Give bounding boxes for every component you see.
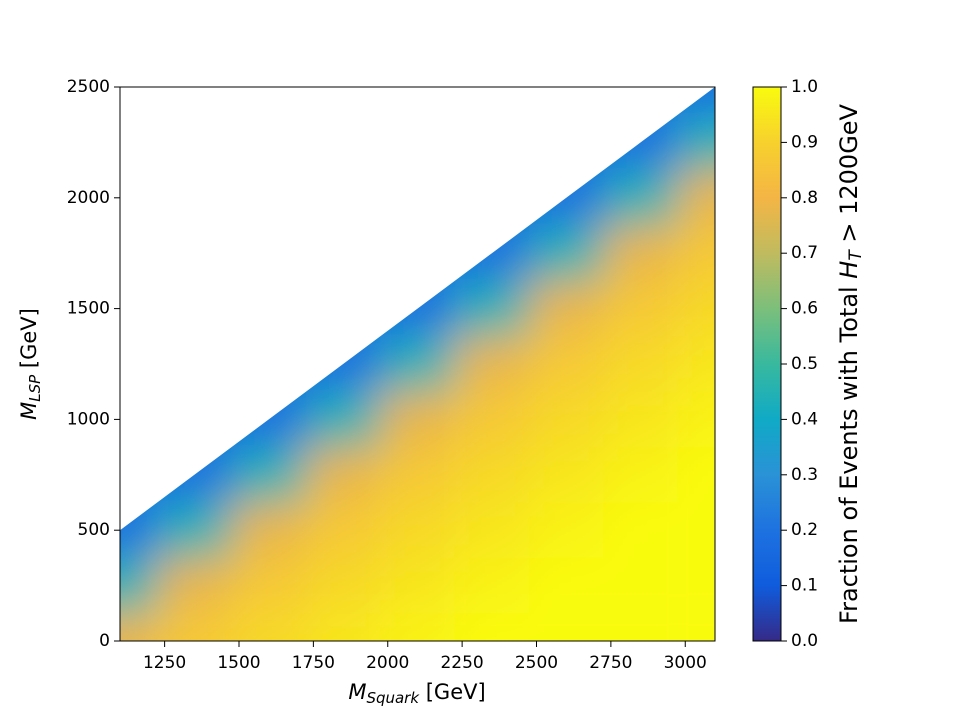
x-tick-label: 2500	[515, 653, 558, 673]
heat-cell	[157, 336, 232, 503]
heat-cell	[529, 502, 604, 558]
heat-cell	[380, 447, 455, 503]
heat-cell	[120, 613, 158, 641]
x-tick-label: 2750	[589, 653, 632, 673]
y-tick-label: 0	[99, 631, 110, 651]
heat-cell	[529, 225, 604, 281]
heat-cell	[529, 391, 604, 448]
heat-cell	[677, 170, 715, 226]
heat-cell	[231, 280, 306, 448]
heat-cell	[603, 502, 678, 558]
heat-cell	[231, 502, 306, 558]
colorbar-tick-label: 0.3	[791, 465, 818, 485]
heat-cell	[529, 447, 604, 503]
heat-cell	[380, 502, 455, 558]
heat-cell	[305, 391, 381, 448]
colorbar-tick-label: 0.1	[791, 576, 818, 596]
plot-frame	[119, 86, 716, 642]
heat-cell	[231, 613, 306, 641]
y-tick-label: 1000	[67, 409, 110, 429]
x-tick-label: 1250	[143, 653, 186, 673]
heat-cell	[157, 613, 232, 641]
heat-cell	[677, 225, 715, 281]
heat-cell	[603, 280, 678, 337]
colorbar-tick-label: 0.2	[791, 520, 818, 540]
colorbar-label: Fraction of Events with Total HT > 1200G…	[835, 103, 866, 624]
heat-cell	[305, 447, 381, 503]
heat-cell	[305, 613, 381, 641]
heat-cell	[454, 447, 530, 503]
heat-cell	[380, 391, 455, 448]
heat-cell	[677, 447, 715, 503]
heat-cell	[603, 613, 678, 641]
y-tick-label: 2000	[67, 188, 110, 208]
heat-cell	[380, 336, 455, 392]
heat-cell	[454, 336, 530, 392]
colorbar-tick-label: 0.8	[791, 188, 818, 208]
heat-cell	[529, 613, 604, 641]
x-tick-label: 2250	[440, 653, 483, 673]
colorbar-tick-label: 0.9	[791, 132, 818, 152]
heat-cell	[603, 557, 678, 614]
heat-cell	[603, 170, 678, 226]
heat-cell	[529, 336, 604, 392]
heat-cell	[305, 502, 381, 558]
heat-cell	[454, 557, 530, 614]
colorbar-tick-label: 0.4	[791, 409, 818, 429]
y-tick-label: 1500	[67, 299, 110, 319]
heat-cell	[380, 613, 455, 641]
colorbar-tick-label: 0.7	[791, 243, 818, 263]
colorbar-tick-label: 0.6	[791, 299, 818, 319]
heat-cell	[454, 613, 530, 641]
heat-cell	[157, 557, 232, 614]
heat-cell	[677, 336, 715, 392]
x-axis-label: MSquark [GeV]	[348, 680, 485, 707]
heat-cell	[454, 391, 530, 448]
heat-cell	[231, 447, 306, 503]
heat-cell	[529, 87, 604, 226]
heat-cell	[529, 280, 604, 337]
heat-cell	[120, 557, 158, 614]
heat-cell	[677, 391, 715, 448]
y-tick-label: 2500	[67, 77, 110, 97]
heat-cell	[454, 114, 530, 281]
heat-cell	[305, 557, 381, 614]
heat-cell	[380, 557, 455, 614]
heat-cell	[677, 114, 715, 171]
x-tick-label: 1750	[292, 653, 335, 673]
heat-cell	[677, 502, 715, 558]
heat-cell	[603, 391, 678, 448]
colorbar	[752, 86, 782, 642]
colorbar-tick-label: 1.0	[791, 77, 818, 97]
heat-cell	[677, 557, 715, 614]
heat-cell	[603, 336, 678, 392]
heat-cell	[157, 502, 232, 558]
heat-cell	[677, 280, 715, 337]
x-tick-label: 2000	[366, 653, 409, 673]
x-tick-label: 3000	[664, 653, 707, 673]
heat-cell	[454, 280, 530, 337]
y-axis-label: MLSP [GeV]	[17, 308, 44, 420]
heat-cell	[603, 225, 678, 281]
x-tick-label: 1500	[217, 653, 260, 673]
heat-cell	[305, 225, 381, 392]
heat-cell	[677, 613, 715, 641]
heat-cell	[380, 170, 455, 337]
colorbar-tick-label: 0.5	[791, 354, 818, 374]
heat-cell	[603, 447, 678, 503]
y-tick-label: 500	[78, 520, 110, 540]
colorbar-tick-label: 0.0	[791, 631, 818, 651]
heat-cell	[454, 502, 530, 558]
heat-cell	[529, 557, 604, 614]
heat-cell	[231, 557, 306, 614]
